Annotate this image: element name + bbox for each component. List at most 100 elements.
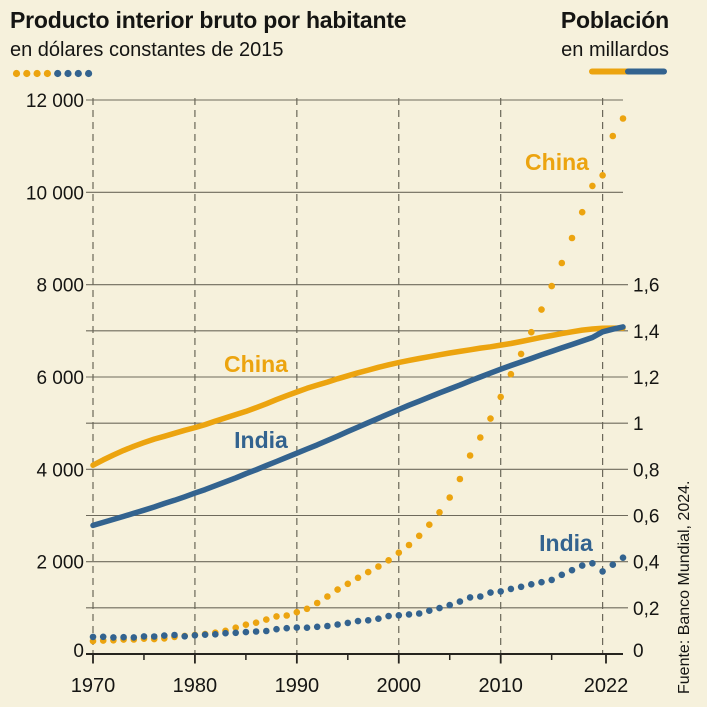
y-axis-right-label: 0,6 (633, 507, 659, 528)
series-label-india_pop: India (234, 427, 288, 453)
y-axis-right-label: 1,2 (633, 368, 659, 389)
gdp-legend-dot-icon (33, 69, 41, 78)
data-point-india_gdp (212, 631, 219, 638)
y-axis-left-label: 0 (73, 641, 84, 662)
data-point-india_gdp (477, 593, 484, 600)
data-point-india_gdp (252, 628, 260, 635)
x-axis-label: 1980 (173, 675, 218, 697)
data-point-india_gdp (497, 588, 505, 595)
data-point-china_gdp (426, 521, 433, 528)
data-point-india_gdp (161, 632, 168, 639)
data-point-china_gdp (273, 613, 280, 620)
data-point-china_gdp (385, 557, 392, 564)
data-point-india_gdp (599, 568, 606, 575)
data-point-india_gdp (150, 633, 158, 640)
data-point-india_gdp (273, 625, 280, 633)
source-note: Fuente: Banco Mundial, 2024. (676, 480, 693, 694)
data-point-india_gdp (517, 583, 525, 591)
data-point-china_gdp (324, 593, 331, 600)
data-point-china_gdp (364, 568, 372, 576)
data-point-china_gdp (528, 328, 535, 336)
x-axis-label: 2010 (478, 675, 523, 697)
y-axis-left-label: 6 000 (36, 368, 84, 389)
y-axis-left-label: 4 000 (36, 460, 84, 481)
data-point-india_gdp (89, 633, 97, 641)
y-axis-left-label: 2 000 (36, 553, 84, 574)
data-point-china_gdp (487, 415, 494, 422)
data-point-india_gdp (558, 571, 566, 579)
data-point-india_gdp (385, 612, 392, 620)
data-point-china_gdp (548, 282, 555, 290)
data-point-india_gdp (375, 615, 382, 622)
data-point-india_gdp (405, 611, 413, 618)
data-point-india_gdp (354, 617, 362, 625)
data-point-india_gdp (110, 634, 117, 641)
data-point-china_gdp (558, 259, 566, 267)
header-right: Población en millardos (409, 7, 669, 62)
y-axis-right-label: 0,2 (633, 599, 659, 620)
data-point-china_gdp (263, 616, 270, 623)
data-point-india_gdp (334, 621, 341, 628)
data-point-india_gdp (528, 581, 535, 588)
data-point-china_gdp (578, 208, 586, 216)
data-point-china_gdp (242, 621, 250, 628)
data-point-china_gdp (568, 234, 576, 242)
data-series (89, 115, 627, 645)
data-point-china_gdp (375, 563, 382, 570)
y-axis-left-label: 10 000 (26, 183, 84, 204)
series-labels: China China India India (224, 149, 593, 556)
data-point-china_gdp (619, 115, 627, 122)
population-unit-label: en millardos (561, 38, 669, 61)
gdp-legend-dot-icon (64, 69, 72, 78)
y-axis-right-label: 1,4 (633, 322, 660, 343)
gdp-legend-dot-icon (54, 69, 62, 78)
data-point-china_gdp (344, 580, 352, 588)
x-axis-label: 1990 (275, 675, 320, 697)
x-axis-label: 2000 (377, 675, 422, 697)
data-point-india_gdp (426, 607, 433, 614)
data-point-india_gdp (324, 622, 331, 630)
header-left: Producto interior bruto por habitante en… (10, 7, 510, 62)
chart-title: Producto interior bruto por habitante (10, 7, 407, 33)
data-point-india_gdp (446, 601, 454, 609)
data-point-india_gdp (140, 633, 148, 640)
population-title: Población (560, 7, 669, 33)
data-point-china_gdp (446, 494, 454, 501)
data-point-india_gdp (456, 598, 464, 605)
data-point-india_gdp (609, 561, 617, 568)
data-point-china_gdp (232, 624, 239, 631)
data-point-india_gdp (507, 585, 515, 593)
data-point-india_gdp (283, 624, 291, 632)
data-point-india_gdp (222, 629, 229, 637)
data-point-china_gdp (354, 574, 362, 582)
y-axis-right-label: 1 (633, 414, 644, 435)
data-point-china_gdp (589, 182, 596, 190)
data-point-india_gdp (415, 610, 423, 617)
data-point-china_gdp (609, 132, 617, 140)
data-point-india_gdp (303, 624, 311, 631)
gdp-legend-dot-icon (12, 69, 21, 78)
gdp-legend-dot-icon (74, 69, 82, 78)
data-point-india_gdp (344, 619, 352, 627)
data-point-india_gdp (171, 631, 178, 639)
data-point-china_gdp (599, 172, 606, 179)
series-label-china_gdp: China (525, 149, 589, 175)
chart-subtitle: en dólares constantes de 2015 (10, 38, 284, 61)
series-label-india_gdp: India (539, 530, 593, 556)
data-point-china_gdp (293, 608, 301, 616)
data-point-china_gdp (436, 509, 443, 516)
data-point-china_gdp (456, 475, 464, 483)
data-point-china_gdp (538, 306, 545, 313)
data-point-india_gdp (466, 594, 474, 601)
data-point-india_gdp (395, 612, 403, 619)
data-point-india_gdp (130, 634, 138, 641)
data-point-china_gdp (405, 541, 413, 549)
data-point-india_gdp (242, 628, 250, 636)
data-point-india_gdp (619, 554, 627, 561)
data-point-india_gdp (364, 617, 372, 624)
y-axis-right-label: 0 (633, 641, 644, 662)
axes (86, 653, 623, 664)
